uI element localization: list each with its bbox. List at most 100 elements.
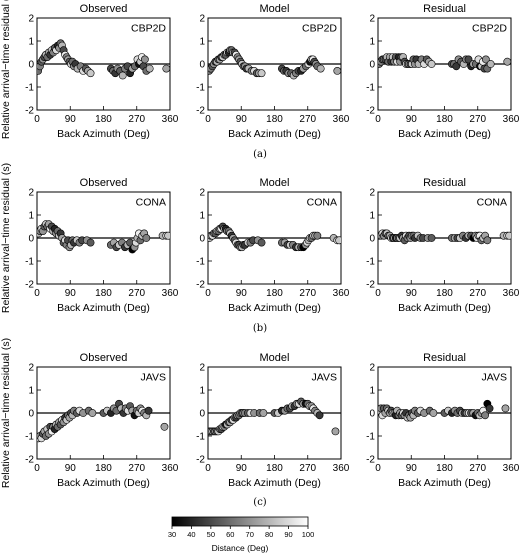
- x-tick-label: 270: [128, 463, 145, 474]
- colorbar-gradient: [171, 516, 309, 527]
- x-axis-label: Back Azimuth (Deg): [228, 477, 321, 489]
- data-point: [88, 409, 97, 417]
- data-point: [464, 55, 473, 64]
- data-point: [142, 234, 151, 242]
- data-point: [118, 71, 127, 80]
- y-tick-label: -2: [196, 455, 205, 466]
- x-axis-label: Back Azimuth (Deg): [398, 128, 491, 140]
- y-axis-label-row-0: Relative arrival−time residual (s): [0, 0, 12, 139]
- y-tick-label: -1: [366, 83, 375, 94]
- data-point: [427, 234, 436, 242]
- data-point: [486, 60, 495, 68]
- panel-JAVS-model: Model -2 -1 0 1 2 0 90 180 270 360 Back Azimuth (De…: [196, 352, 350, 489]
- data-point: [452, 62, 461, 71]
- y-tick-label: 1: [369, 386, 375, 397]
- x-tick-label: 180: [95, 288, 112, 299]
- y-tick-label: -1: [196, 432, 205, 443]
- data-point: [313, 231, 322, 240]
- y-tick-label: -1: [25, 257, 34, 268]
- panel-label: (c): [253, 497, 267, 508]
- y-tick-label: 2: [199, 14, 205, 25]
- x-tick-label: 90: [236, 463, 248, 474]
- data-points: [37, 39, 170, 80]
- x-tick-label: 270: [469, 288, 486, 299]
- x-tick-label: 270: [299, 463, 316, 474]
- x-tick-label: 90: [65, 463, 77, 474]
- y-tick-label: 1: [28, 386, 34, 397]
- column-title: Observed: [80, 177, 128, 189]
- x-tick-label: 180: [436, 288, 453, 299]
- data-point: [427, 60, 436, 68]
- x-axis-label: Back Azimuth (Deg): [398, 302, 491, 314]
- x-tick-label: 360: [333, 114, 350, 125]
- station-label-bg: [476, 195, 509, 208]
- data-point: [333, 67, 341, 75]
- y-tick-label: -2: [25, 280, 34, 291]
- data-point: [429, 409, 438, 417]
- data-point: [257, 238, 266, 247]
- y-tick-label: -2: [25, 455, 34, 466]
- colorbar-tick-label: 80: [265, 530, 273, 539]
- y-tick-label: 2: [28, 188, 34, 199]
- x-tick-label: 180: [95, 114, 112, 125]
- x-tick-label: 0: [375, 463, 381, 474]
- station-label: CBP2D: [302, 23, 337, 35]
- station-label-bg: [135, 370, 168, 383]
- column-title: Residual: [423, 177, 466, 189]
- x-tick-label: 270: [299, 288, 316, 299]
- x-tick-label: 360: [503, 288, 520, 299]
- x-axis-label: Back Azimuth (Deg): [57, 128, 150, 140]
- y-tick-label: -1: [25, 83, 34, 94]
- y-axis-label-row-1: Relative arrival−time residual (s): [0, 163, 12, 313]
- station-label: CBP2D: [131, 23, 166, 35]
- y-tick-label: 2: [28, 14, 34, 25]
- colorbar-tick-label: 90: [284, 530, 292, 539]
- panel-label: (b): [253, 323, 267, 334]
- panel-CONA-model: Model -2 -1 0 1 2 0 90 180 270 360 Back Azimuth (De…: [196, 177, 350, 314]
- x-tick-label: 180: [266, 288, 283, 299]
- station-label: CONA: [136, 197, 166, 209]
- column-title: Residual: [423, 3, 466, 15]
- x-axis-label: Back Azimuth (Deg): [57, 302, 150, 314]
- y-tick-label: 1: [199, 37, 205, 48]
- y-tick-label: 1: [369, 211, 375, 222]
- data-points: [208, 222, 341, 252]
- data-point: [315, 411, 324, 420]
- x-tick-label: 0: [205, 114, 211, 125]
- colorbar-tick-label: 50: [207, 530, 215, 539]
- y-tick-label: -2: [25, 106, 34, 117]
- y-tick-label: -1: [196, 257, 205, 268]
- y-tick-label: 0: [369, 409, 375, 420]
- data-point: [162, 64, 170, 73]
- colorbar-tick-label: 40: [187, 530, 195, 539]
- column-title: Model: [260, 352, 290, 364]
- y-tick-label: 0: [199, 234, 205, 245]
- y-tick-label: 2: [369, 363, 375, 374]
- station-label-bg: [306, 195, 339, 208]
- data-points: [378, 53, 511, 73]
- x-tick-label: 360: [503, 114, 520, 125]
- data-point: [86, 238, 95, 247]
- y-tick-label: 0: [28, 409, 34, 420]
- y-tick-label: 1: [28, 211, 34, 222]
- y-tick-label: 2: [369, 14, 375, 25]
- colorbar-tick-label: 30: [168, 530, 176, 539]
- column-title: Residual: [423, 352, 466, 364]
- x-tick-label: 180: [436, 114, 453, 125]
- x-tick-label: 270: [469, 463, 486, 474]
- x-tick-label: 0: [375, 288, 381, 299]
- station-label-bg: [300, 21, 339, 34]
- y-tick-label: -1: [366, 257, 375, 268]
- y-tick-label: 2: [28, 363, 34, 374]
- data-point: [257, 69, 266, 78]
- x-tick-label: 0: [375, 114, 381, 125]
- y-tick-label: -1: [196, 83, 205, 94]
- data-points: [37, 220, 170, 254]
- station-label: JAVS: [312, 372, 337, 384]
- x-tick-label: 90: [65, 114, 77, 125]
- y-tick-label: 2: [199, 363, 205, 374]
- x-axis-label: Back Azimuth (Deg): [228, 302, 321, 314]
- y-tick-label: -2: [366, 106, 375, 117]
- data-point: [160, 422, 169, 431]
- colorbar-label: Distance (Deg): [212, 543, 269, 553]
